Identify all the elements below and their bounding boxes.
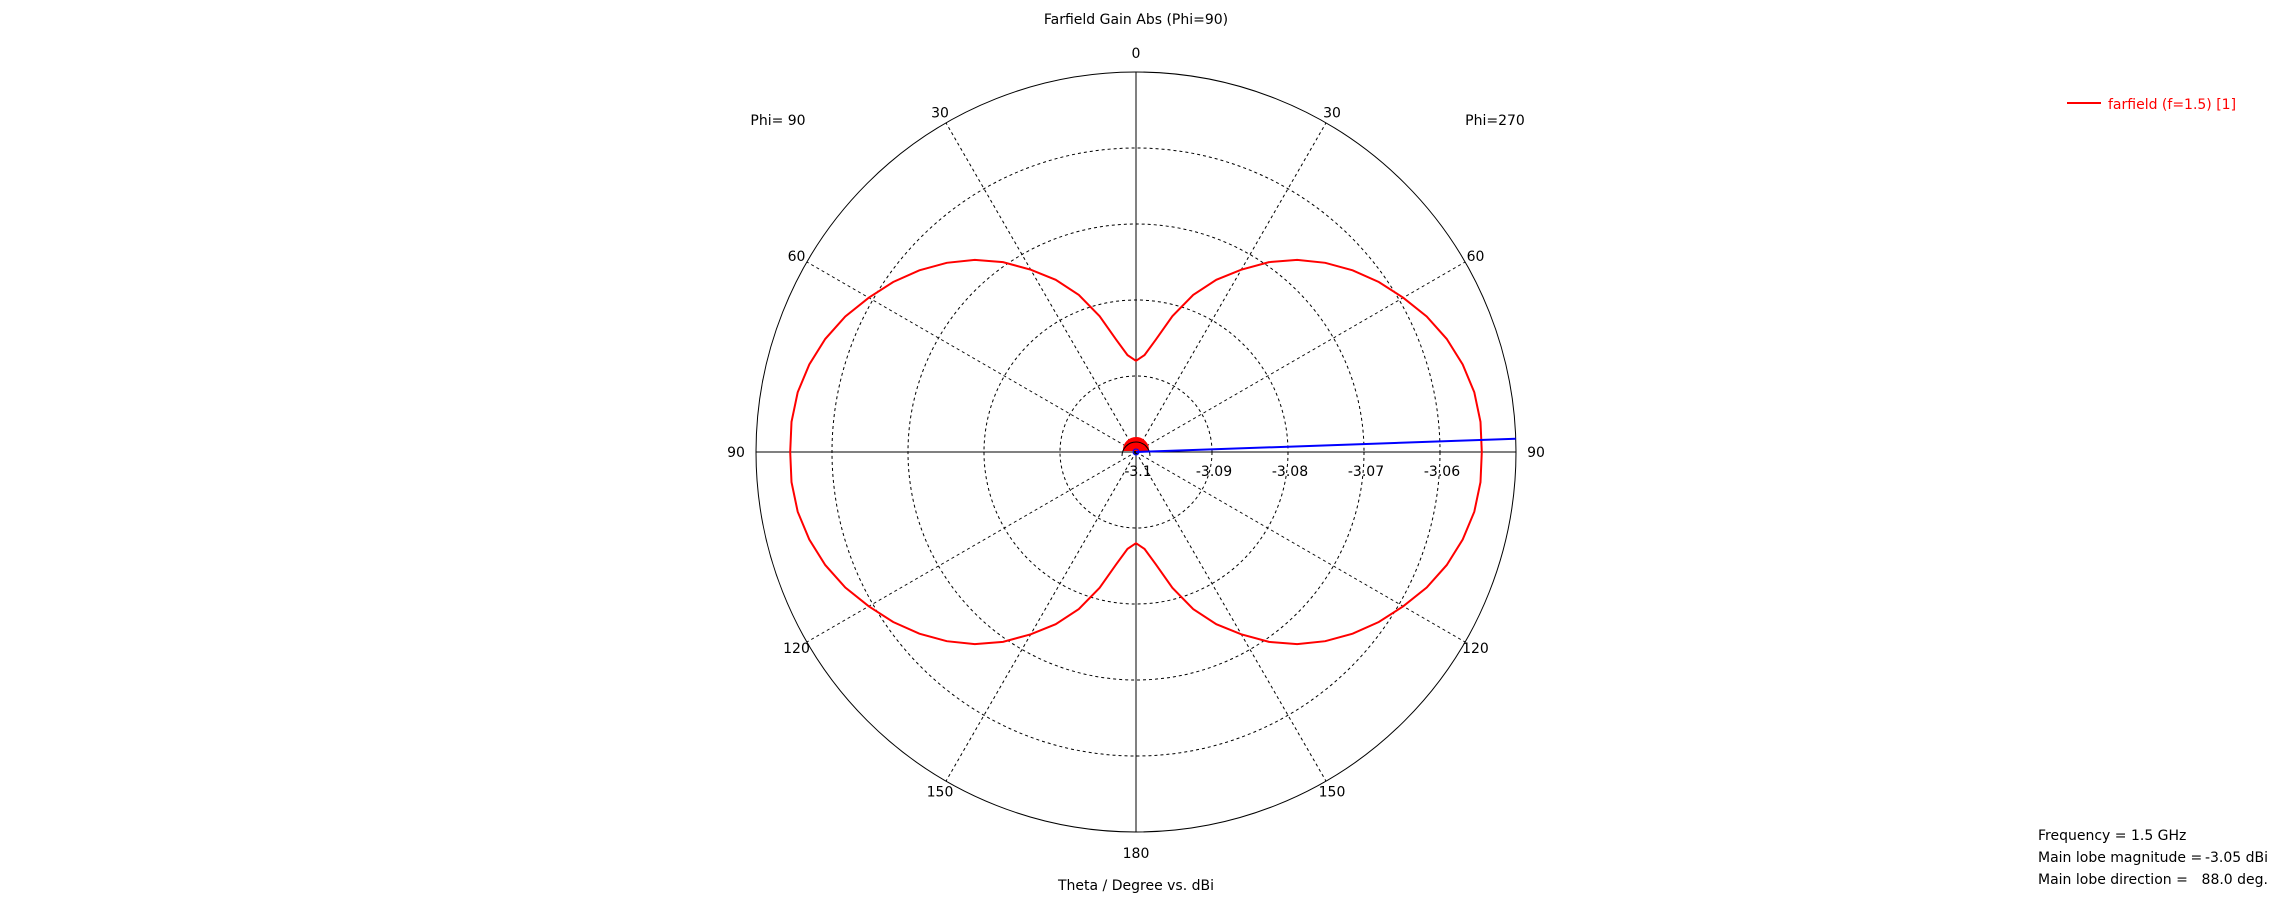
angle-label: 30 — [931, 106, 949, 122]
grid-spoke — [806, 451, 1137, 643]
phi-right-label: Phi=270 — [1465, 113, 1525, 129]
magnitude-row: Main lobe magnitude = -3.05 dBi — [2038, 847, 2268, 869]
grid-spoke — [945, 451, 1137, 782]
radial-tick-label: -3.08 — [1272, 464, 1308, 480]
direction-value: 88.0 deg. — [2201, 872, 2268, 888]
angle-label: 120 — [783, 641, 810, 657]
angle-label: 30 — [1323, 106, 1341, 122]
angle-label: 150 — [1319, 784, 1346, 800]
grid-spoke — [1135, 451, 1466, 643]
info-box: Frequency = 1.5 GHz Main lobe magnitude … — [2038, 825, 2268, 891]
direction-label: Main lobe direction = — [2038, 872, 2188, 888]
angle-label: 180 — [1123, 846, 1150, 862]
series-line — [789, 258, 1483, 646]
legend: farfield (f=1.5) [1] — [2067, 97, 2236, 113]
x-axis-label: Theta / Degree vs. dBi — [1057, 878, 1214, 894]
magnitude-value: -3.05 dBi — [2204, 850, 2268, 866]
series-layer — [789, 258, 1516, 646]
grid-spoke — [1135, 261, 1466, 453]
angle-label: 0 — [1132, 46, 1141, 62]
radial-tick-label: -3.07 — [1348, 464, 1384, 480]
radial-tick-label: -3.06 — [1424, 464, 1460, 480]
grid-spoke — [806, 261, 1137, 453]
center-lobe — [1122, 437, 1150, 451]
main-lobe-marker — [1135, 437, 1516, 453]
grid-spoke — [1135, 122, 1327, 453]
direction-row: Main lobe direction = 88.0 deg. — [2038, 869, 2268, 891]
radial-tick-label: -3.09 — [1196, 464, 1232, 480]
angle-label: 60 — [1467, 249, 1485, 265]
angle-label: 90 — [727, 445, 745, 461]
angle-label: 150 — [927, 784, 954, 800]
angle-label: 90 — [1527, 445, 1545, 461]
radial-tick-labels: -3.1 -3.09 -3.08 -3.07 -3.06 — [1124, 464, 1460, 480]
angle-labels: 0 30 30 60 60 90 90 120 120 150 150 180 — [727, 46, 1545, 862]
angle-label: 120 — [1462, 641, 1489, 657]
legend-label: farfield (f=1.5) [1] — [2108, 97, 2236, 113]
angle-label: 60 — [788, 249, 806, 265]
chart-title: Farfield Gain Abs (Phi=90) — [1044, 12, 1228, 28]
frequency-label: Frequency = 1.5 GHz — [2038, 828, 2187, 844]
grid-spoke — [945, 122, 1137, 453]
phi-left-label: Phi= 90 — [750, 113, 805, 129]
grid-spoke — [1135, 451, 1327, 782]
center-marker — [1132, 448, 1140, 456]
magnitude-label: Main lobe magnitude = — [2038, 850, 2203, 866]
frequency-row: Frequency = 1.5 GHz — [2038, 825, 2268, 847]
radial-tick-label: -3.1 — [1124, 464, 1151, 480]
